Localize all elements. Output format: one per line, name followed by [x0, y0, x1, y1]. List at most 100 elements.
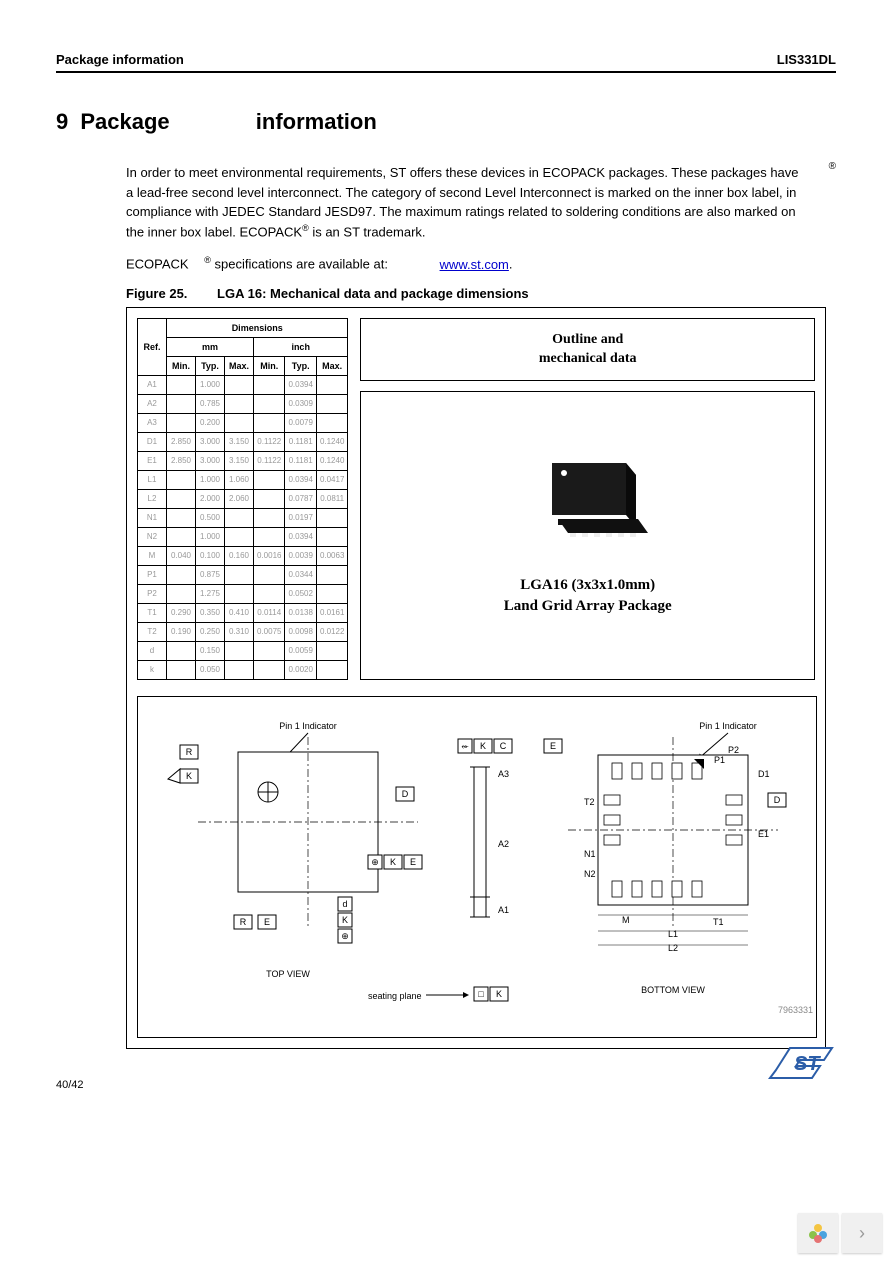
th-mm-min: Min.: [167, 356, 196, 375]
ecopack-text: specifications are available at:: [215, 257, 392, 272]
cell-value: [316, 375, 347, 394]
cell-value: [167, 375, 196, 394]
cell-value: 0.0020: [285, 660, 316, 679]
label-seating-plane: seating plane: [368, 991, 422, 1001]
cell-value: [254, 660, 285, 679]
cell-ref: L1: [138, 470, 167, 489]
table-row: T20.1900.2500.3100.00750.00980.0122: [138, 622, 348, 641]
cell-value: 0.0138: [285, 603, 316, 622]
paragraph-tail: is an ST trademark.: [309, 224, 426, 239]
header-right: LIS331DL: [777, 52, 836, 67]
cell-value: 3.150: [225, 432, 254, 451]
ecopack-word: ECOPACK: [126, 257, 189, 272]
cell-ref: P1: [138, 565, 167, 584]
table-row: k0.0500.0020: [138, 660, 348, 679]
svg-text:L1: L1: [668, 929, 678, 939]
cell-value: 2.060: [225, 489, 254, 508]
cell-value: 0.250: [196, 622, 225, 641]
outline-line1: Outline and: [369, 331, 806, 350]
th-mm-max: Max.: [225, 356, 254, 375]
svg-text:R: R: [240, 917, 247, 927]
cell-value: 0.0417: [316, 470, 347, 489]
paragraph-main: In order to meet environmental requireme…: [126, 165, 799, 239]
cell-value: [225, 641, 254, 660]
label-top-view: TOP VIEW: [266, 969, 310, 979]
cell-ref: L2: [138, 489, 167, 508]
table-row: M0.0400.1000.1600.00160.00390.0063: [138, 546, 348, 565]
cell-value: 0.0075: [254, 622, 285, 641]
figure-label: Figure 25.: [126, 286, 187, 301]
svg-text:⊕: ⊕: [371, 857, 379, 867]
cell-value: [225, 394, 254, 413]
svg-text:C: C: [500, 741, 507, 751]
cell-value: 0.0394: [285, 527, 316, 546]
cell-value: [316, 660, 347, 679]
cell-ref: E1: [138, 451, 167, 470]
dimensions-table: Ref. Dimensions mm inch Min. Typ. Max. M…: [137, 318, 348, 680]
cell-value: [254, 470, 285, 489]
cell-ref: N2: [138, 527, 167, 546]
cell-value: 0.160: [225, 546, 254, 565]
cell-value: 0.0063: [316, 546, 347, 565]
chip-caption-1: LGA16 (3x3x1.0mm): [504, 575, 672, 595]
table-row: N21.0000.0394: [138, 527, 348, 546]
cell-value: [254, 527, 285, 546]
cell-value: [254, 508, 285, 527]
trademark-floating-icon: ®: [829, 159, 836, 174]
section-heading: 9 Package information: [56, 109, 836, 135]
cell-value: [167, 565, 196, 584]
figure-top-row: Ref. Dimensions mm inch Min. Typ. Max. M…: [137, 318, 815, 680]
table-row: d0.1500.0059: [138, 641, 348, 660]
th-inch: inch: [254, 337, 348, 356]
cell-ref: A3: [138, 413, 167, 432]
cell-ref: P2: [138, 584, 167, 603]
table-row: L22.0002.0600.07870.0811: [138, 489, 348, 508]
svg-text:d: d: [342, 899, 347, 909]
cell-value: 0.0394: [285, 470, 316, 489]
cell-value: [225, 660, 254, 679]
svg-text:ST: ST: [794, 1053, 821, 1075]
cell-value: 1.000: [196, 470, 225, 489]
cell-value: [316, 394, 347, 413]
cell-value: 0.100: [196, 546, 225, 565]
label-pin1-bottom: Pin 1 Indicator: [699, 721, 757, 731]
table-row: A11.0000.0394: [138, 375, 348, 394]
cell-value: [254, 375, 285, 394]
cell-value: [254, 489, 285, 508]
section-title-2: information: [256, 109, 377, 134]
cell-value: [316, 413, 347, 432]
svg-text:E: E: [264, 917, 270, 927]
page-number: 40/42: [56, 1079, 836, 1091]
cell-value: [167, 660, 196, 679]
table-row: A30.2000.0079: [138, 413, 348, 432]
svg-text:R: R: [186, 747, 193, 757]
viewer-widget: ›: [798, 1213, 882, 1253]
svg-text:N2: N2: [584, 869, 596, 879]
svg-text:M: M: [622, 915, 630, 925]
svg-text:K: K: [342, 915, 348, 925]
figure-container: Ref. Dimensions mm inch Min. Typ. Max. M…: [126, 307, 826, 1049]
st-link[interactable]: www.st.com: [440, 257, 509, 272]
cell-value: [254, 641, 285, 660]
cell-value: [167, 413, 196, 432]
cell-value: 0.0394: [285, 375, 316, 394]
cell-value: 0.040: [167, 546, 196, 565]
figure-title: LGA 16: Mechanical data and package dime…: [217, 286, 529, 301]
widget-next-icon[interactable]: ›: [842, 1213, 882, 1253]
svg-text:P1: P1: [714, 755, 725, 765]
svg-text:K: K: [186, 771, 192, 781]
cell-value: 0.1240: [316, 432, 347, 451]
mechanical-drawing: Pin 1 Indicator R K R E D: [137, 696, 817, 1038]
th-mm: mm: [167, 337, 254, 356]
widget-flower-icon[interactable]: [798, 1213, 838, 1253]
cell-value: 1.275: [196, 584, 225, 603]
datasheet-page: Package information LIS331DL 9 Package i…: [0, 0, 892, 1131]
svg-text:□: □: [478, 989, 484, 999]
outline-title-box: Outline and mechanical data: [360, 318, 815, 382]
cell-value: 0.0114: [254, 603, 285, 622]
svg-text:A3: A3: [498, 769, 509, 779]
cell-value: 0.1240: [316, 451, 347, 470]
table-row: N10.5000.0197: [138, 508, 348, 527]
cell-value: 0.0811: [316, 489, 347, 508]
cell-ref: T1: [138, 603, 167, 622]
